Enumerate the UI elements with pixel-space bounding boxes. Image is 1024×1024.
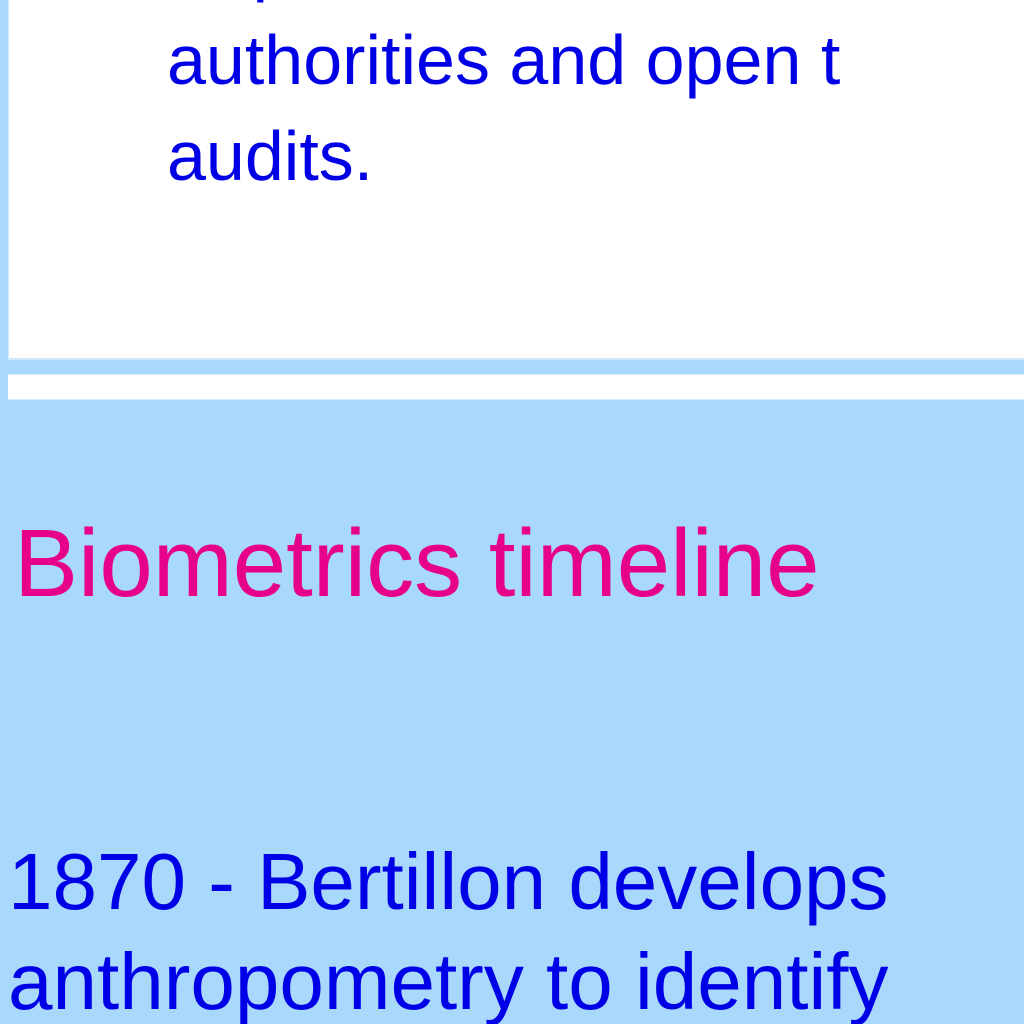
card-line-partial: re-presented to elected (167, 0, 1024, 12)
timeline-list: 1870 - Bertillon develops anthropometry … (8, 832, 1024, 1024)
content-card: re-presented to elected authorities and … (8, 0, 1024, 360)
card-paragraph: re-presented to elected authorities and … (167, 0, 1024, 204)
section-title: Biometrics timeline (14, 510, 820, 617)
section-divider (8, 374, 1024, 400)
card-line-2: audits. (167, 117, 374, 195)
card-line-1: authorities and open t (167, 21, 841, 99)
timeline-entry: 1870 - Bertillon develops anthropometry … (8, 837, 889, 1024)
